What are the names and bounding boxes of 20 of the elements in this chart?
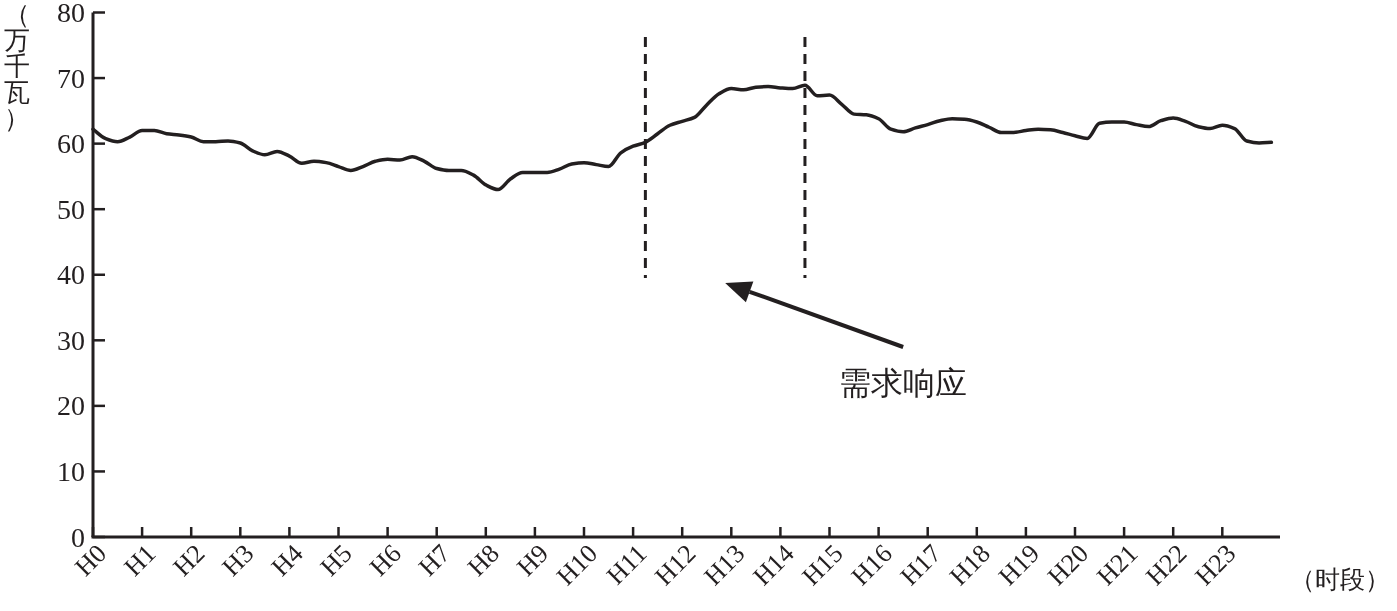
x-tick-label: H7 [412, 538, 456, 582]
x-tick-label: H8 [462, 538, 506, 582]
x-tick-label: H1 [118, 538, 162, 582]
x-tick-label: H2 [167, 538, 211, 582]
y-tick-label: 70 [57, 62, 85, 94]
x-tick-label: H4 [265, 538, 309, 582]
x-axis-title: （时段） [1290, 565, 1390, 593]
x-tick-label: H3 [216, 538, 260, 582]
y-tick-label: 40 [57, 259, 85, 291]
annotation: 需求响应 [839, 365, 968, 401]
x-tick-label: H6 [363, 538, 407, 582]
y-tick-label: 80 [57, 0, 85, 28]
y-tick-label: 30 [57, 324, 85, 356]
x-tick-label: H5 [314, 538, 358, 582]
y-tick-label: 50 [57, 193, 85, 225]
y-tick-label: 60 [57, 128, 85, 160]
y-tick-label: 0 [71, 521, 85, 553]
y-axis-title: （万千瓦） [4, 0, 30, 133]
y-tick-label: 10 [57, 455, 85, 487]
y-tick-label: 20 [57, 390, 85, 422]
